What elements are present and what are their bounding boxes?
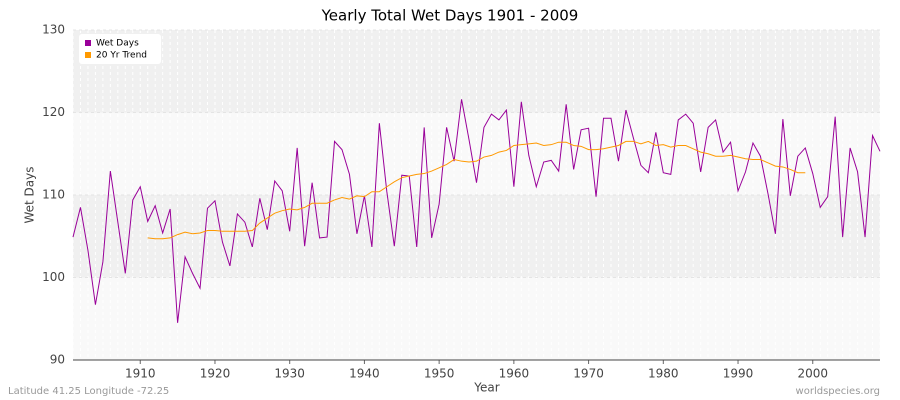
x-tick-label: 1970: [573, 367, 604, 381]
x-tick-label: 1910: [125, 367, 156, 381]
x-axis-label: Year: [473, 381, 499, 395]
x-tick-label: 1940: [349, 367, 380, 381]
legend-label: Wet Days: [96, 39, 139, 49]
x-tick-label: 1980: [648, 367, 679, 381]
legend-swatch: [85, 52, 91, 58]
legend-box: [79, 34, 161, 64]
x-tick-label: 1930: [274, 367, 305, 381]
x-tick-label: 1990: [723, 367, 754, 381]
y-axis-label: Wet Days: [23, 166, 37, 223]
x-tick-label: 1960: [499, 367, 530, 381]
y-tick-label: 100: [42, 270, 65, 284]
data-line: [147, 140, 806, 240]
footer-left: Latitude 41.25 Longitude -72.25: [8, 386, 169, 397]
y-tick-label: 110: [42, 188, 65, 202]
y-tick-label: 130: [42, 23, 65, 37]
legend-label: 20 Yr Trend: [96, 51, 147, 61]
x-tick-label: 2000: [797, 367, 828, 381]
y-tick-label: 120: [42, 105, 65, 119]
chart-title: Yearly Total Wet Days 1901 - 2009: [321, 7, 579, 25]
x-tick-label: 1950: [424, 367, 455, 381]
footer-right: worldspecies.org: [796, 386, 880, 397]
legend-swatch: [85, 40, 91, 46]
x-tick-label: 1920: [200, 367, 231, 381]
data-line: [72, 99, 881, 323]
y-tick-label: 90: [50, 353, 65, 367]
